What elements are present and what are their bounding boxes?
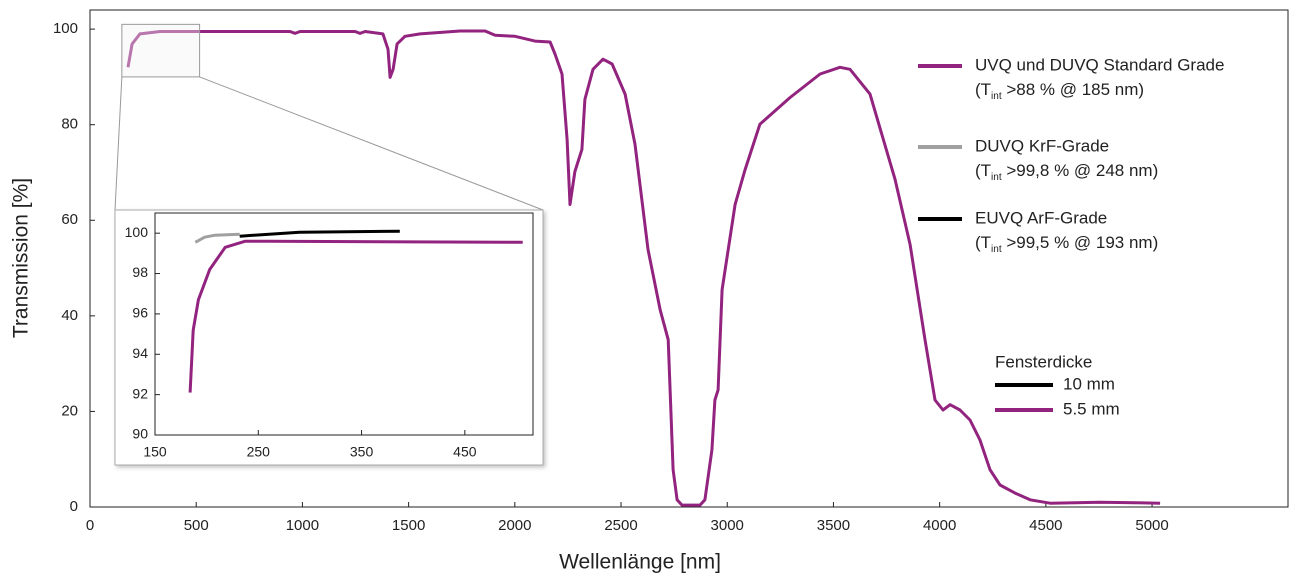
zoom-connector bbox=[114, 76, 123, 211]
legend-note: (Tint >99,8 % @ 248 nm) bbox=[975, 161, 1158, 182]
note-text: (T bbox=[975, 80, 991, 99]
legend-label: 5.5 mm bbox=[1063, 399, 1120, 418]
note-sub: int bbox=[991, 244, 1002, 255]
legend-label: DUVQ KrF-Grade bbox=[975, 136, 1109, 155]
legend-label: 10 mm bbox=[1063, 374, 1115, 393]
x-tick-label: 5000 bbox=[1135, 517, 1168, 534]
x-tick-label: 4000 bbox=[923, 517, 956, 534]
series-line bbox=[188, 239, 523, 393]
x-tick-label: 1000 bbox=[286, 517, 319, 534]
legend-note: (Tint >99,5 % @ 193 nm) bbox=[975, 233, 1158, 254]
x-tick-label: 2000 bbox=[498, 517, 531, 534]
zoom-connector bbox=[199, 76, 544, 211]
x-tick-label: 4500 bbox=[1029, 517, 1062, 534]
legend-note: (Tint >88 % @ 185 nm) bbox=[975, 80, 1144, 101]
x-tick-label: 2500 bbox=[604, 517, 637, 534]
x-tick-label: 150 bbox=[143, 444, 167, 460]
plot-frame bbox=[89, 9, 1289, 508]
series-line bbox=[194, 232, 240, 244]
legend-label: UVQ und DUVQ Standard Grade bbox=[975, 55, 1224, 74]
x-tick-label: 500 bbox=[184, 517, 209, 534]
y-tick-label: 96 bbox=[132, 305, 148, 321]
note-text: (T bbox=[975, 161, 991, 180]
zoom-box bbox=[121, 23, 201, 78]
note-sub: int bbox=[991, 172, 1002, 183]
y-tick-label: 94 bbox=[132, 345, 148, 361]
series-line bbox=[239, 229, 400, 238]
inset-frame bbox=[114, 209, 544, 466]
y-tick-label: 98 bbox=[132, 264, 148, 280]
y-tick-label: 0 bbox=[70, 498, 78, 515]
y-tick-label: 60 bbox=[61, 211, 78, 228]
y-tick-label: 100 bbox=[53, 20, 78, 37]
x-tick-label: 250 bbox=[247, 444, 271, 460]
x-tick-label: 0 bbox=[86, 517, 94, 534]
series-line bbox=[126, 29, 1161, 507]
plot-frame bbox=[154, 212, 534, 436]
x-tick-label: 3000 bbox=[711, 517, 744, 534]
note-text: (T bbox=[975, 233, 991, 252]
y-tick-label: 80 bbox=[61, 116, 78, 133]
x-tick-label: 1500 bbox=[392, 517, 425, 534]
y-tick-label: 20 bbox=[61, 402, 78, 419]
x-axis-label: Wellenlänge [nm] bbox=[559, 551, 721, 574]
y-tick-label: 92 bbox=[132, 385, 148, 401]
note-sub: int bbox=[991, 91, 1002, 102]
x-tick-label: 3500 bbox=[817, 517, 850, 534]
y-tick-label: 40 bbox=[61, 307, 78, 324]
y-axis-label: Transmission [%] bbox=[10, 178, 33, 338]
y-tick-label: 90 bbox=[132, 426, 148, 442]
legend-label: EUVQ ArF-Grade bbox=[975, 208, 1107, 227]
note-text: >99,5 % @ 193 nm) bbox=[1002, 233, 1159, 252]
legend-title: Fensterdicke bbox=[995, 352, 1092, 371]
note-text: >88 % @ 185 nm) bbox=[1002, 80, 1144, 99]
note-text: >99,8 % @ 248 nm) bbox=[1002, 161, 1159, 180]
y-tick-label: 100 bbox=[125, 224, 149, 240]
x-tick-label: 450 bbox=[453, 444, 477, 460]
x-tick-label: 350 bbox=[350, 444, 374, 460]
